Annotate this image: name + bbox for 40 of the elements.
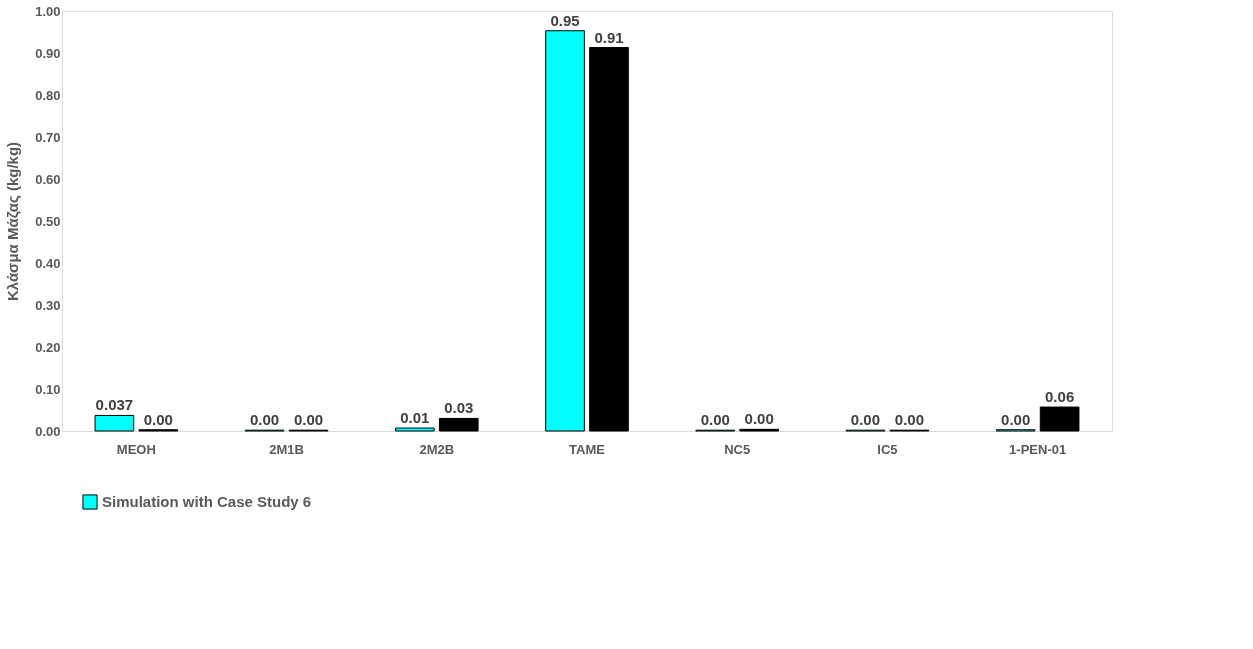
y-tick-label: 0.00	[35, 423, 61, 439]
x-tick-label: 2M2B	[419, 441, 455, 457]
data-label: 0.00	[744, 410, 774, 428]
bar	[545, 30, 585, 432]
data-label: 0.00	[850, 411, 881, 429]
y-tick-label: 0.40	[35, 255, 61, 271]
data-label: 0.037	[95, 396, 134, 414]
legend-label: Simulation with Case Study 6	[102, 493, 312, 510]
y-tick-label: 0.30	[35, 297, 61, 313]
bar	[589, 47, 629, 432]
x-tick-label: MEOH	[116, 441, 156, 457]
y-tick-label: 0.10	[35, 381, 61, 397]
data-label: 0.00	[250, 411, 280, 429]
bar	[394, 427, 435, 432]
y-tick-label: 0.20	[35, 339, 61, 355]
bar	[94, 414, 135, 432]
bar	[438, 417, 479, 432]
x-tick-label: NC5	[724, 441, 751, 457]
x-tick-label: IC5	[877, 441, 898, 457]
data-label: 0.01	[400, 409, 430, 427]
data-label: 0.00	[1001, 410, 1031, 428]
x-tick-label: 1-PEN-01	[1009, 441, 1067, 457]
y-tick-label: 0.80	[35, 87, 61, 103]
x-tick-label: 2M1B	[269, 441, 304, 457]
data-label: 0.00	[894, 411, 924, 429]
data-label: 0.00	[293, 411, 324, 429]
y-tick-label: 1.00	[35, 3, 61, 19]
y-axis-title: Κλάσμα Μάζας (kg/kg)	[4, 141, 22, 302]
bar	[1039, 406, 1080, 432]
y-tick-label: 0.50	[35, 213, 61, 229]
data-label: 0.95	[550, 11, 580, 29]
data-label: 0.00	[700, 411, 730, 429]
data-label: 0.03	[444, 399, 474, 417]
y-tick-label: 0.70	[35, 129, 61, 145]
y-tick-label: 0.90	[35, 45, 61, 61]
data-label: 0.00	[143, 410, 173, 428]
y-tick-label: 0.60	[35, 171, 61, 187]
x-tick-label: TAME	[569, 441, 606, 457]
data-label: 0.91	[594, 28, 624, 46]
data-label: 0.06	[1045, 388, 1075, 406]
